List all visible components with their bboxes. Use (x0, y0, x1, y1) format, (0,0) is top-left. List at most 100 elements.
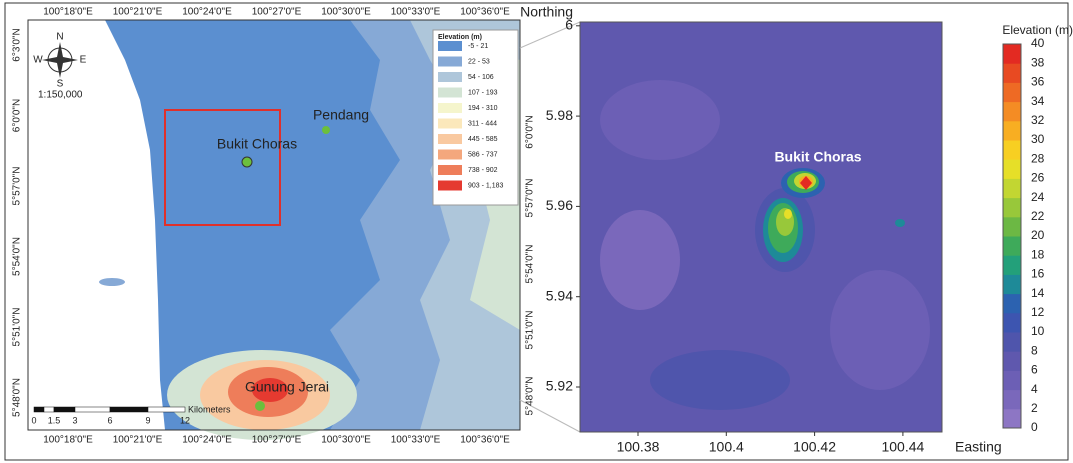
colorbar-label: 22 (1031, 209, 1045, 223)
colorbar-segment (1003, 255, 1021, 275)
legend-title: Elevation (m) (438, 34, 482, 41)
legend-label: 194 - 310 (468, 105, 498, 112)
colorbar-label: 38 (1031, 55, 1045, 69)
lat-label: 5°51'0"N (12, 308, 23, 347)
colorbar-label: 4 (1031, 382, 1038, 396)
place-label: Gunung Jerai (245, 379, 329, 395)
y-tick-label: 5.92 (546, 378, 573, 394)
lon-label: 100°27'0"E (252, 435, 302, 446)
place-label: Pendang (313, 107, 369, 123)
colorbar-segment (1003, 294, 1021, 314)
colorbar-segment (1003, 332, 1021, 352)
colorbar-segment (1003, 121, 1021, 141)
colorbar-label: 20 (1031, 228, 1045, 242)
scale-segment (75, 407, 110, 412)
site-marker (255, 401, 265, 411)
scale-segment (54, 407, 75, 412)
lat-label: 5°57'0"N (525, 179, 536, 218)
island (99, 278, 125, 286)
legend-swatch (438, 181, 462, 191)
figure: N S W E 1:150,000 Bukit Choras Pendang G… (0, 0, 1073, 463)
contour (830, 270, 930, 390)
colorbar-segment (1003, 102, 1021, 122)
colorbar-label: 28 (1031, 151, 1045, 165)
lon-label: 100°27'0"E (252, 7, 302, 18)
y-tick-label: 5.98 (546, 107, 573, 123)
lat-label: 5°51'0"N (525, 311, 536, 350)
legend-label: 903 - 1,183 (468, 182, 504, 189)
colorbar-label: 12 (1031, 305, 1045, 319)
lon-label: 100°24'0"E (182, 7, 232, 18)
lon-label: 100°33'0"E (391, 435, 441, 446)
lat-label: 5°54'0"N (525, 245, 536, 284)
scale-tick: 12 (180, 415, 190, 425)
legend-swatch (438, 57, 462, 67)
scale-unit: Kilometers (188, 404, 231, 414)
legend-label: 22 - 53 (468, 58, 490, 65)
y-tick-label: 6 (565, 17, 573, 33)
lon-label: 100°18'0"E (43, 435, 93, 446)
legend-swatch (438, 165, 462, 175)
site-marker (322, 126, 330, 134)
lat-label: 5°54'0"N (12, 237, 23, 276)
compass-e: E (80, 55, 87, 66)
lat-label: 5°48'0"N (12, 378, 23, 417)
colorbar-segment (1003, 44, 1021, 64)
colorbar-segment (1003, 351, 1021, 371)
colorbar-segment (1003, 236, 1021, 256)
colorbar-label: 10 (1031, 324, 1045, 338)
site-marker (242, 157, 252, 167)
legend-swatch (438, 150, 462, 160)
scale-segment (34, 407, 44, 412)
legend-label: 54 - 106 (468, 74, 494, 81)
lat-label: 5°48'0"N (525, 377, 536, 416)
legend-swatch (438, 72, 462, 82)
colorbar-label: 30 (1031, 132, 1045, 146)
x-tick-label: 100.38 (617, 439, 660, 455)
lon-label: 100°21'0"E (113, 7, 163, 18)
colorbar-segment (1003, 159, 1021, 179)
legend-label: 586 - 737 (468, 151, 498, 158)
colorbar-label: 32 (1031, 113, 1045, 127)
legend-label: 738 - 902 (468, 167, 498, 174)
colorbar-segment (1003, 390, 1021, 410)
y-tick-label: 5.94 (546, 287, 573, 303)
lon-label: 100°36'0"E (460, 435, 510, 446)
colorbar-label: 18 (1031, 247, 1045, 261)
colorbar-segment (1003, 178, 1021, 198)
x-tick-label: 100.44 (881, 439, 924, 455)
colorbar-segment (1003, 370, 1021, 390)
lon-label: 100°33'0"E (391, 7, 441, 18)
left-map: N S W E 1:150,000 Bukit Choras Pendang G… (28, 20, 520, 440)
scale-tick: 3 (72, 415, 77, 425)
x-axis-title: Easting (955, 439, 1002, 455)
place-label: Bukit Choras (217, 136, 297, 152)
legend-swatch (438, 41, 462, 51)
lon-label: 100°24'0"E (182, 435, 232, 446)
scale-tick: 6 (107, 415, 112, 425)
scale-tick: 9 (145, 415, 150, 425)
colorbar-segment (1003, 274, 1021, 294)
colorbar-label: 6 (1031, 363, 1038, 377)
legend-swatch (438, 134, 462, 144)
legend-label: -5 - 21 (468, 43, 488, 50)
lat-label: 5°57'0"N (12, 167, 23, 206)
legend-label: 445 - 585 (468, 136, 498, 143)
legend-swatch (438, 119, 462, 129)
lat-label: 6°3'0"N (12, 28, 23, 61)
colorbar-label: 16 (1031, 267, 1045, 281)
lon-label: 100°36'0"E (460, 7, 510, 18)
contour (895, 219, 905, 227)
scale-ratio: 1:150,000 (38, 90, 83, 101)
compass-n: N (56, 32, 63, 43)
scale-segment (148, 407, 185, 412)
colorbar-segment (1003, 198, 1021, 218)
colorbar-segment (1003, 217, 1021, 237)
scale-tick: 0 (31, 415, 36, 425)
colorbar-label: 36 (1031, 75, 1045, 89)
lon-label: 100°30'0"E (321, 7, 371, 18)
legend-swatch (438, 103, 462, 113)
colorbar-label: 2 (1031, 401, 1038, 415)
lon-label: 100°18'0"E (43, 7, 93, 18)
compass-w: W (33, 55, 43, 66)
